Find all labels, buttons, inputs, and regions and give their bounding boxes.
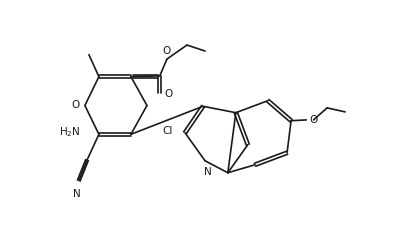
Text: N: N	[73, 189, 81, 199]
Text: O: O	[164, 89, 173, 99]
Text: O: O	[72, 100, 80, 110]
Text: Cl: Cl	[162, 126, 173, 136]
Text: H$_2$N: H$_2$N	[59, 125, 81, 139]
Text: N: N	[204, 167, 211, 177]
Text: O: O	[162, 46, 170, 56]
Text: O: O	[309, 115, 317, 125]
